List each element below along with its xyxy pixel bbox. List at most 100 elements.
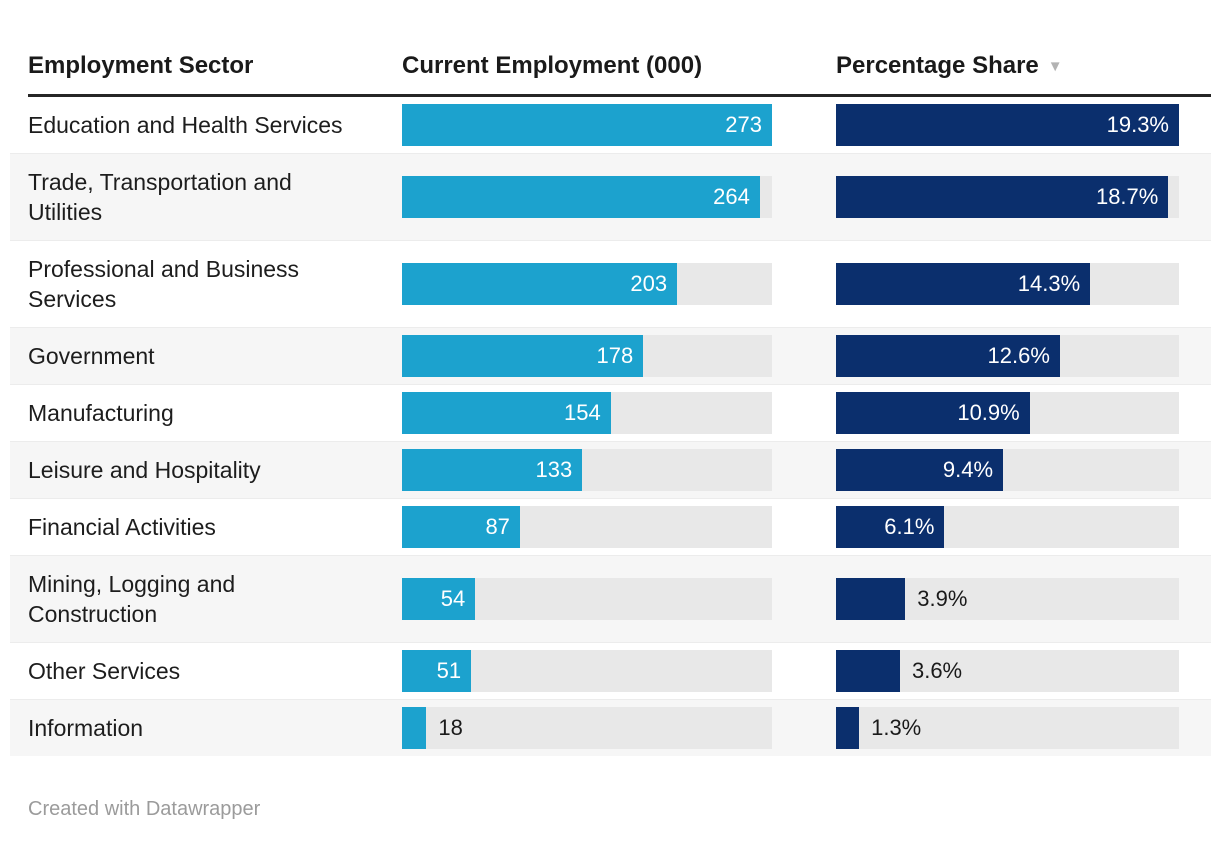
employment-bar [402,449,583,491]
sector-cell: Other Services [28,643,402,699]
employment-bar-track: 87 [402,506,772,548]
employment-bar-track: 18 [402,707,772,749]
employment-bar-track: 273 [402,104,772,146]
sector-label: Information [28,715,144,741]
share-value: 19.3% [1106,112,1169,137]
sector-label: Manufacturing [28,400,174,426]
share-bar-track: 19.3% [836,104,1179,146]
table-row: Other Services 51 3.6% [10,642,1211,699]
sector-cell: Government [28,328,402,384]
sector-cell: Information [28,700,402,756]
employment-bar [402,104,772,146]
employment-value: 154 [564,400,601,425]
share-bar [836,650,900,692]
employment-bar [402,506,520,548]
share-cell: 10.9% [836,392,1179,434]
share-bar [836,506,945,548]
employment-cell: 203 [402,263,772,305]
share-bar [836,335,1060,377]
share-bar [836,578,906,620]
sector-label: Professional and Business Services [28,256,300,312]
employment-bar [402,650,472,692]
employment-bar-track: 54 [402,578,772,620]
column-header-sector-label: Employment Sector [28,52,254,79]
table-row: Information 18 1.3% [10,699,1211,756]
page: Employment Sector Current Employment (00… [10,38,1220,821]
sector-label: Financial Activities [28,514,216,540]
employment-bar-track: 203 [402,263,772,305]
share-bar [836,707,860,749]
employment-bar [402,392,611,434]
employment-bar-track: 51 [402,650,772,692]
employment-bar [402,176,760,218]
share-bar-track: 10.9% [836,392,1179,434]
share-cell: 9.4% [836,449,1179,491]
share-cell: 3.6% [836,650,1179,692]
share-cell: 1.3% [836,707,1179,749]
column-header-sector[interactable]: Employment Sector [28,52,402,80]
employment-bar-track: 154 [402,392,772,434]
employment-cell: 133 [402,449,772,491]
column-header-employment[interactable]: Current Employment (000) [402,52,772,80]
share-value: 12.6% [987,343,1050,368]
share-cell: 18.7% [836,176,1179,218]
employment-cell: 51 [402,650,772,692]
sector-cell: Professional and Business Services [28,241,402,327]
share-cell: 3.9% [836,578,1179,620]
share-value: 10.9% [957,400,1020,425]
share-bar-track: 3.6% [836,650,1179,692]
share-value: 3.6% [911,658,963,683]
column-header-share-label: Percentage Share [836,52,1039,79]
table-row: Trade, Transportation and Utilities 264 … [10,153,1211,240]
column-header-employment-label: Current Employment (000) [402,52,703,79]
employment-bar-track: 133 [402,449,772,491]
employment-bar [402,578,476,620]
share-cell: 19.3% [836,104,1179,146]
employment-value: 273 [725,112,762,137]
table-row: Leisure and Hospitality 133 9.4% [10,441,1211,498]
share-bar [836,263,1091,305]
employment-cell: 87 [402,506,772,548]
datawrapper-credit-link[interactable]: Created with Datawrapper [28,798,261,820]
table-header: Employment Sector Current Employment (00… [10,38,1211,94]
share-bar-track: 1.3% [836,707,1179,749]
employment-value: 133 [535,457,573,482]
employment-value: 54 [440,586,466,611]
table-body: Education and Health Services 273 19.3% … [10,97,1211,756]
table-row: Manufacturing 154 10.9% [10,384,1211,441]
employment-cell: 178 [402,335,772,377]
share-bar [836,449,1004,491]
sort-descending-icon[interactable]: ▼ [1047,58,1063,75]
footer: Created with Datawrapper [28,798,1220,821]
table-row: Professional and Business Services 203 1… [10,240,1211,327]
sector-label: Mining, Logging and Construction [28,571,236,627]
employment-value: 51 [436,658,462,683]
employment-value: 264 [713,184,750,209]
employment-cell: 264 [402,176,772,218]
table-row: Government 178 12.6% [10,327,1211,384]
table-row: Education and Health Services 273 19.3% [10,97,1211,153]
employment-bar [402,335,644,377]
share-bar-track: 6.1% [836,506,1179,548]
employment-bar-track: 178 [402,335,772,377]
sector-cell: Education and Health Services [28,97,402,153]
employment-cell: 54 [402,578,772,620]
employment-table: Employment Sector Current Employment (00… [10,38,1211,756]
sector-label: Trade, Transportation and Utilities [28,169,292,225]
share-bar-track: 12.6% [836,335,1179,377]
share-bar-track: 9.4% [836,449,1179,491]
employment-cell: 18 [402,707,772,749]
employment-cell: 154 [402,392,772,434]
sector-cell: Leisure and Hospitality [28,442,402,498]
sector-label: Leisure and Hospitality [28,457,261,483]
share-bar-track: 14.3% [836,263,1179,305]
share-bar-track: 3.9% [836,578,1179,620]
employment-value: 178 [596,343,634,368]
column-header-share[interactable]: Percentage Share ▼ [836,52,1179,80]
sector-cell: Financial Activities [28,499,402,555]
share-value: 18.7% [1095,184,1159,209]
employment-value: 87 [485,514,510,539]
share-cell: 14.3% [836,263,1179,305]
sector-label: Government [28,343,155,369]
share-value: 1.3% [871,715,922,740]
